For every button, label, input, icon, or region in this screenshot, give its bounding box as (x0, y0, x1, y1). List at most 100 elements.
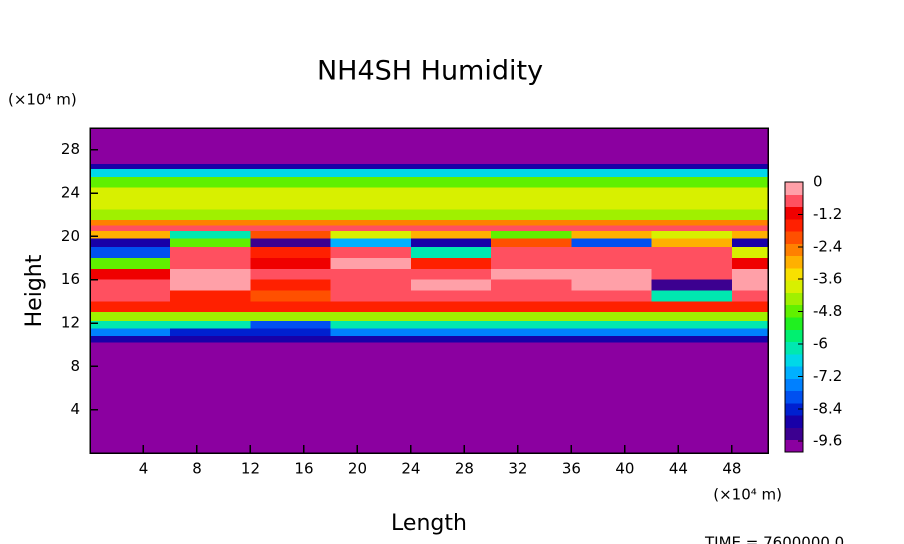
heat-cell (491, 198, 572, 210)
colorbar-swatch (785, 194, 803, 208)
heat-cell (170, 176, 251, 188)
heat-cell (250, 268, 331, 280)
heat-cell (731, 220, 768, 226)
x-axis-label: Length (391, 511, 467, 536)
heat-cell (651, 328, 732, 336)
heat-cell (250, 247, 331, 258)
heat-cell (731, 336, 768, 343)
heat-cell (731, 258, 768, 269)
heat-cell (731, 312, 768, 321)
colorbar-tick-label: -7.2 (813, 367, 842, 385)
heat-cell (731, 176, 768, 188)
heat-cell (410, 176, 492, 188)
x-tick-label: 8 (192, 460, 202, 478)
colorbar-swatch (785, 317, 803, 330)
heat-cell (571, 198, 652, 210)
colorbar-swatch (785, 231, 803, 244)
heat-cell (571, 258, 652, 269)
heat-cell (571, 268, 652, 280)
colorbar-swatch (785, 218, 803, 232)
x-tick-label: 40 (615, 460, 634, 478)
heat-cell (731, 209, 768, 221)
heat-cell (250, 258, 331, 269)
heat-cell (250, 225, 331, 231)
heat-cell (330, 258, 411, 269)
heat-cell (491, 301, 572, 313)
heat-cell (170, 268, 251, 280)
heat-cell (170, 258, 251, 269)
heat-cell (250, 342, 331, 453)
heat-cell (731, 163, 768, 170)
colorbar-tick-label: -2.4 (813, 237, 842, 255)
y-tick-label: 28 (61, 140, 80, 158)
heat-cell (410, 336, 492, 343)
colorbar-swatch (785, 415, 803, 428)
heat-cell (250, 128, 331, 164)
heat-cell (731, 268, 768, 280)
x-tick-label: 24 (401, 460, 420, 478)
heat-cell (491, 209, 572, 221)
heat-cell (651, 342, 732, 453)
colorbar-swatch (785, 255, 803, 269)
heat-cell (491, 328, 572, 336)
heat-cell (731, 169, 768, 177)
y-tick-label: 16 (61, 270, 80, 288)
x-tick-label: 28 (455, 460, 474, 478)
heat-cell (491, 220, 572, 226)
colorbar-tick-label: 0 (813, 173, 823, 191)
x-tick-label: 20 (348, 460, 367, 478)
y-axis-label: Height (22, 254, 47, 327)
colorbar-swatch (785, 280, 803, 293)
heat-cell (170, 128, 251, 164)
heat-cell (571, 290, 652, 302)
heat-cell (90, 128, 171, 164)
heat-cell (170, 230, 251, 239)
colorbar-tick-label: -3.6 (813, 270, 842, 288)
x-unit: (×10⁴ m) (713, 486, 782, 504)
y-tick-label: 20 (61, 227, 80, 245)
heat-cell (410, 230, 492, 239)
heat-cell (410, 163, 492, 170)
heat-cell (90, 268, 171, 280)
heat-cell (491, 279, 572, 291)
heat-cell (571, 128, 652, 164)
chart-title: NH4SH Humidity (317, 56, 543, 87)
colorbar-swatch (785, 341, 803, 355)
heat-cell (170, 225, 251, 231)
heat-cell (170, 220, 251, 226)
heat-cell (90, 258, 171, 269)
heat-cell (90, 238, 171, 248)
heat-cell (90, 320, 171, 329)
heat-cell (410, 169, 492, 177)
heat-cell (330, 128, 411, 164)
x-tick-label: 48 (722, 460, 741, 478)
heat-cell (170, 209, 251, 221)
heat-cell (571, 225, 652, 231)
y-tick-label: 24 (61, 184, 80, 202)
heat-cell (571, 279, 652, 291)
time-label: TIME = 7600000.0 (704, 534, 844, 544)
heat-cell (330, 342, 411, 453)
heat-cell (410, 198, 492, 210)
heat-cell (651, 290, 732, 302)
heat-cell (491, 176, 572, 188)
heat-cell (410, 268, 492, 280)
heat-cell (330, 220, 411, 226)
colorbar-frame (784, 181, 804, 453)
heat-cell (410, 279, 492, 291)
heat-cell (491, 128, 572, 164)
plot-frame (89, 127, 769, 454)
colorbar-swatch (785, 439, 803, 453)
heat-cell (651, 128, 732, 164)
heat-cell (731, 198, 768, 210)
heat-cell (651, 198, 732, 210)
heat-cell (571, 220, 652, 226)
heat-cell (651, 279, 732, 291)
heat-cell (491, 163, 572, 170)
heat-cell (250, 312, 331, 321)
heat-cell (491, 225, 572, 231)
colorbar-swatch (785, 366, 803, 379)
x-tick-label: 12 (241, 460, 260, 478)
heat-cell (330, 225, 411, 231)
